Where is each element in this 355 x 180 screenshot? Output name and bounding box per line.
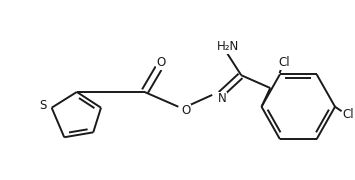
Text: O: O [156, 56, 165, 69]
Text: S: S [39, 99, 47, 112]
Text: N: N [218, 92, 226, 105]
Text: Cl: Cl [343, 108, 354, 121]
Text: Cl: Cl [278, 56, 290, 69]
Text: H₂N: H₂N [217, 40, 239, 53]
Text: O: O [181, 104, 191, 117]
